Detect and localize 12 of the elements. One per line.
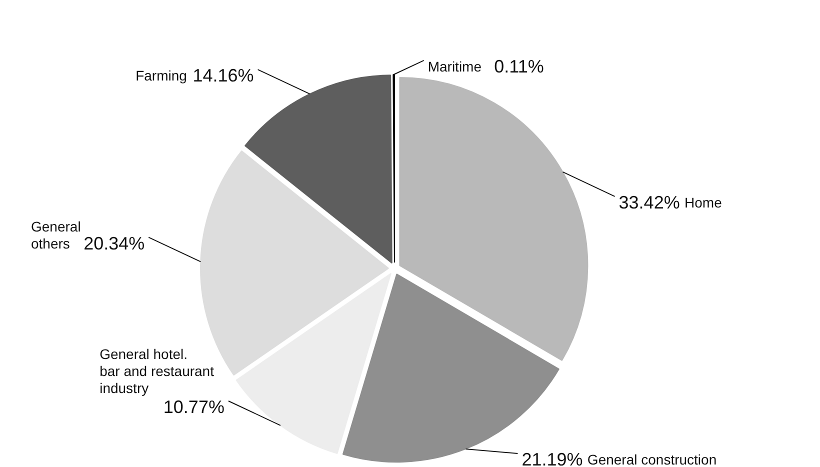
- slice-label: Home: [684, 194, 722, 210]
- slice-label: Maritime: [428, 58, 482, 74]
- data-label: 10.77%: [163, 397, 224, 417]
- slice-label: General others: [31, 218, 81, 252]
- data-label: 21.19%: [522, 450, 583, 467]
- data-label: 14.16%: [192, 66, 254, 86]
- data-label: 33.42%: [618, 192, 680, 212]
- slice-label: Farming: [136, 68, 187, 84]
- data-label: 0.11%: [494, 56, 544, 76]
- data-label: 20.34%: [84, 233, 145, 254]
- slice-label: General construction: [587, 452, 717, 467]
- slice-label: General hotel. bar and restaurant industry: [100, 346, 214, 396]
